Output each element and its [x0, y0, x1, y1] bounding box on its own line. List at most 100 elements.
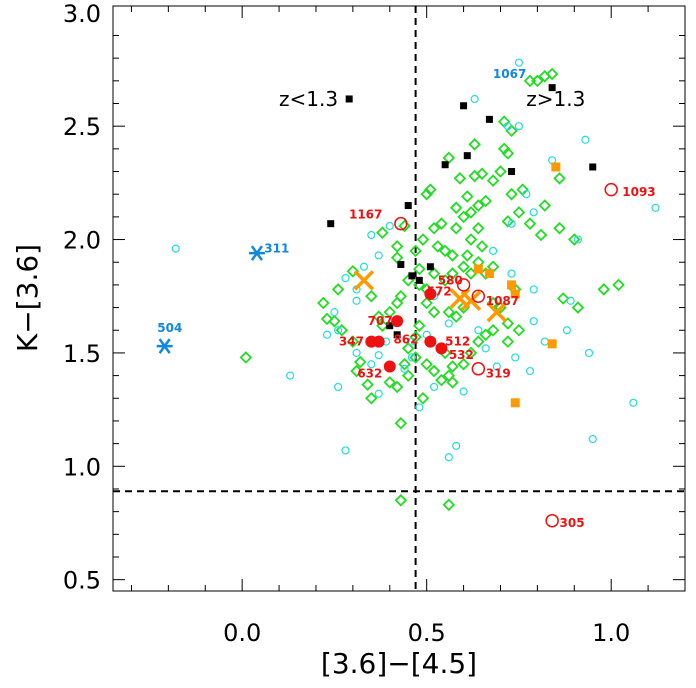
data-point [452, 441, 461, 450]
data-point [651, 203, 660, 212]
data-point [365, 335, 378, 348]
data-point [545, 67, 559, 81]
data-point [507, 269, 516, 278]
data-point [556, 292, 570, 305]
data-point [464, 206, 478, 219]
series-red-open [394, 182, 618, 528]
data-point [352, 348, 361, 358]
data-point [435, 342, 448, 355]
data-point [470, 94, 479, 104]
y-axis-title: K−[3.6] [11, 244, 44, 352]
data-point [409, 244, 422, 258]
data-point [413, 319, 426, 332]
data-point [322, 330, 332, 339]
data-point [416, 391, 430, 405]
data-point [345, 95, 353, 103]
data-point [409, 351, 422, 364]
y-tick-label: 3.0 [63, 0, 101, 28]
data-point [507, 280, 517, 290]
data-point [391, 315, 404, 328]
series-cyan-circles [171, 58, 660, 462]
data-point [525, 366, 535, 376]
data-point [390, 240, 404, 253]
data-point [386, 322, 394, 330]
data-point [390, 380, 404, 394]
data-point [341, 273, 350, 283]
data-point [330, 308, 339, 317]
data-point [508, 168, 516, 176]
x-tick-label: 0.0 [223, 619, 261, 647]
data-point [472, 221, 485, 235]
data-point [361, 378, 374, 391]
data-point [529, 317, 538, 326]
region-label: z<1.3 [279, 87, 338, 111]
data-point [540, 337, 549, 346]
source-label: 504 [157, 321, 182, 335]
data-point [492, 362, 501, 371]
y-tick-label: 0.5 [63, 567, 101, 595]
data-point [523, 217, 537, 230]
data-point [156, 338, 173, 354]
series-black-squares [327, 84, 597, 339]
data-point [522, 190, 531, 199]
data-point [529, 208, 538, 217]
data-point [415, 403, 424, 412]
data-point [456, 278, 471, 292]
source-label: 572 [427, 285, 452, 299]
data-point [486, 301, 508, 323]
selection-cuts [113, 6, 685, 591]
data-point [629, 398, 638, 407]
data-point [464, 346, 478, 360]
data-point [538, 199, 552, 212]
data-point [427, 305, 441, 319]
data-point [286, 371, 295, 380]
data-point [479, 328, 492, 342]
data-point [327, 220, 335, 228]
data-point [460, 290, 482, 312]
data-point [400, 364, 409, 373]
data-point [401, 369, 415, 382]
series-orange-squares [473, 162, 561, 408]
data-point [435, 217, 448, 230]
data-point [372, 310, 385, 323]
data-point [415, 276, 423, 284]
data-point [408, 272, 416, 280]
region-labels: z<1.3 z>1.3 [279, 87, 585, 111]
data-point [352, 296, 361, 305]
data-point [463, 152, 471, 160]
data-point [346, 265, 360, 278]
data-point [383, 376, 397, 389]
data-point [442, 498, 456, 512]
data-point [390, 296, 404, 310]
data-point [171, 244, 180, 253]
data-point [514, 58, 524, 67]
data-point [471, 289, 486, 303]
data-point [441, 161, 449, 169]
data-point [374, 351, 383, 360]
data-point [385, 221, 394, 231]
source-label: 1087 [486, 294, 519, 308]
y-tick-label: 2.0 [63, 227, 101, 255]
data-point [503, 122, 512, 131]
y-tick-label: 1.5 [63, 340, 101, 368]
data-point [581, 135, 590, 144]
data-point [442, 151, 456, 165]
data-point [534, 228, 548, 242]
source-label: 305 [560, 516, 585, 530]
data-point [453, 172, 467, 185]
data-point [471, 362, 486, 376]
data-point [584, 348, 594, 358]
data-point [331, 283, 345, 296]
data-point [367, 230, 376, 240]
series-red-filled [365, 287, 448, 373]
data-point [341, 446, 350, 455]
data-point [457, 210, 470, 224]
data-point [457, 260, 470, 274]
data-point [588, 434, 597, 444]
data-point [446, 376, 459, 389]
data-point [394, 416, 408, 430]
data-point [435, 373, 448, 387]
data-point [562, 326, 572, 335]
data-point [446, 249, 459, 262]
data-point [376, 319, 389, 332]
